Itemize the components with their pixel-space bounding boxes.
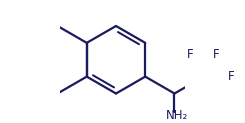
Text: NH₂: NH₂: [166, 109, 188, 122]
Text: F: F: [213, 48, 220, 61]
Text: F: F: [228, 70, 234, 83]
Text: F: F: [187, 48, 193, 61]
